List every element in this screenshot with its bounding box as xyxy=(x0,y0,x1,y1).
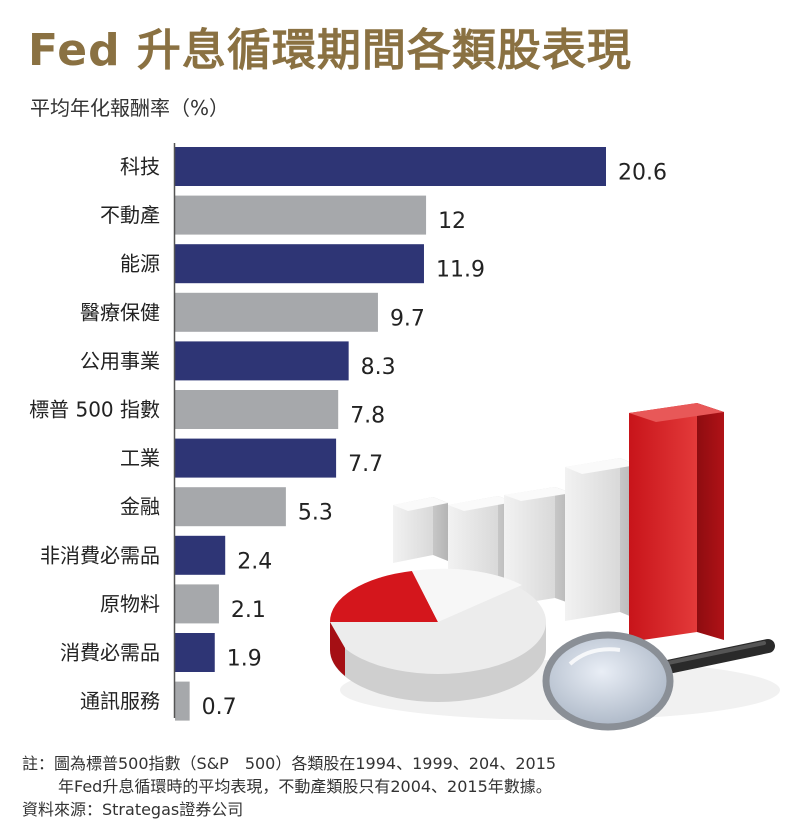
bar xyxy=(175,147,606,186)
value-label: 20.6 xyxy=(618,161,667,186)
value-label: 12 xyxy=(438,209,466,234)
value-label: 9.7 xyxy=(390,306,425,331)
bar xyxy=(175,535,226,575)
category-label: 消費必需品 xyxy=(60,641,160,665)
category-label: 科技 xyxy=(120,155,160,179)
bar xyxy=(175,633,215,672)
value-label: 8.3 xyxy=(361,355,396,380)
value-label: 7.7 xyxy=(348,452,383,477)
bar xyxy=(175,681,190,721)
chart-subtitle: 平均年化報酬率（%） xyxy=(30,96,230,120)
value-label: 11.9 xyxy=(436,258,485,283)
footnote-line-2: 年Fed升息循環時的平均表現，不動產類股只有2004、2015年數據。 xyxy=(58,777,552,796)
category-label: 不動產 xyxy=(100,203,160,227)
category-label: 工業 xyxy=(120,446,160,470)
footnote-line-1: 註：圖為標普500指數（S&P 500）各類股在1994、1999、204、20… xyxy=(22,754,557,773)
decorative-chart-illustration xyxy=(329,403,780,731)
value-label: 2.4 xyxy=(237,549,272,574)
bar xyxy=(175,244,424,284)
value-label: 1.9 xyxy=(227,647,262,672)
bar xyxy=(175,195,427,235)
category-label: 通訊服務 xyxy=(80,689,160,713)
value-label: 7.8 xyxy=(350,404,385,429)
category-label: 金融 xyxy=(120,495,160,519)
bar xyxy=(175,584,219,624)
bar xyxy=(175,341,349,381)
category-label: 標普 500 指數 xyxy=(29,398,160,422)
category-label: 醫療保健 xyxy=(80,300,160,324)
category-label: 公用事業 xyxy=(80,349,160,373)
category-label: 非消費必需品 xyxy=(40,543,160,567)
bar xyxy=(175,487,286,527)
category-label: 能源 xyxy=(120,252,160,276)
chart-title: Fed 升息循環期間各類股表現 xyxy=(28,25,632,76)
value-label: 5.3 xyxy=(298,501,333,526)
bar xyxy=(175,438,337,478)
value-label: 0.7 xyxy=(202,695,237,720)
bar xyxy=(175,390,339,429)
bar xyxy=(175,292,378,332)
category-label: 原物料 xyxy=(100,592,160,616)
value-label: 2.1 xyxy=(231,598,266,623)
source-note: 資料來源：Strategas證券公司 xyxy=(22,800,244,819)
